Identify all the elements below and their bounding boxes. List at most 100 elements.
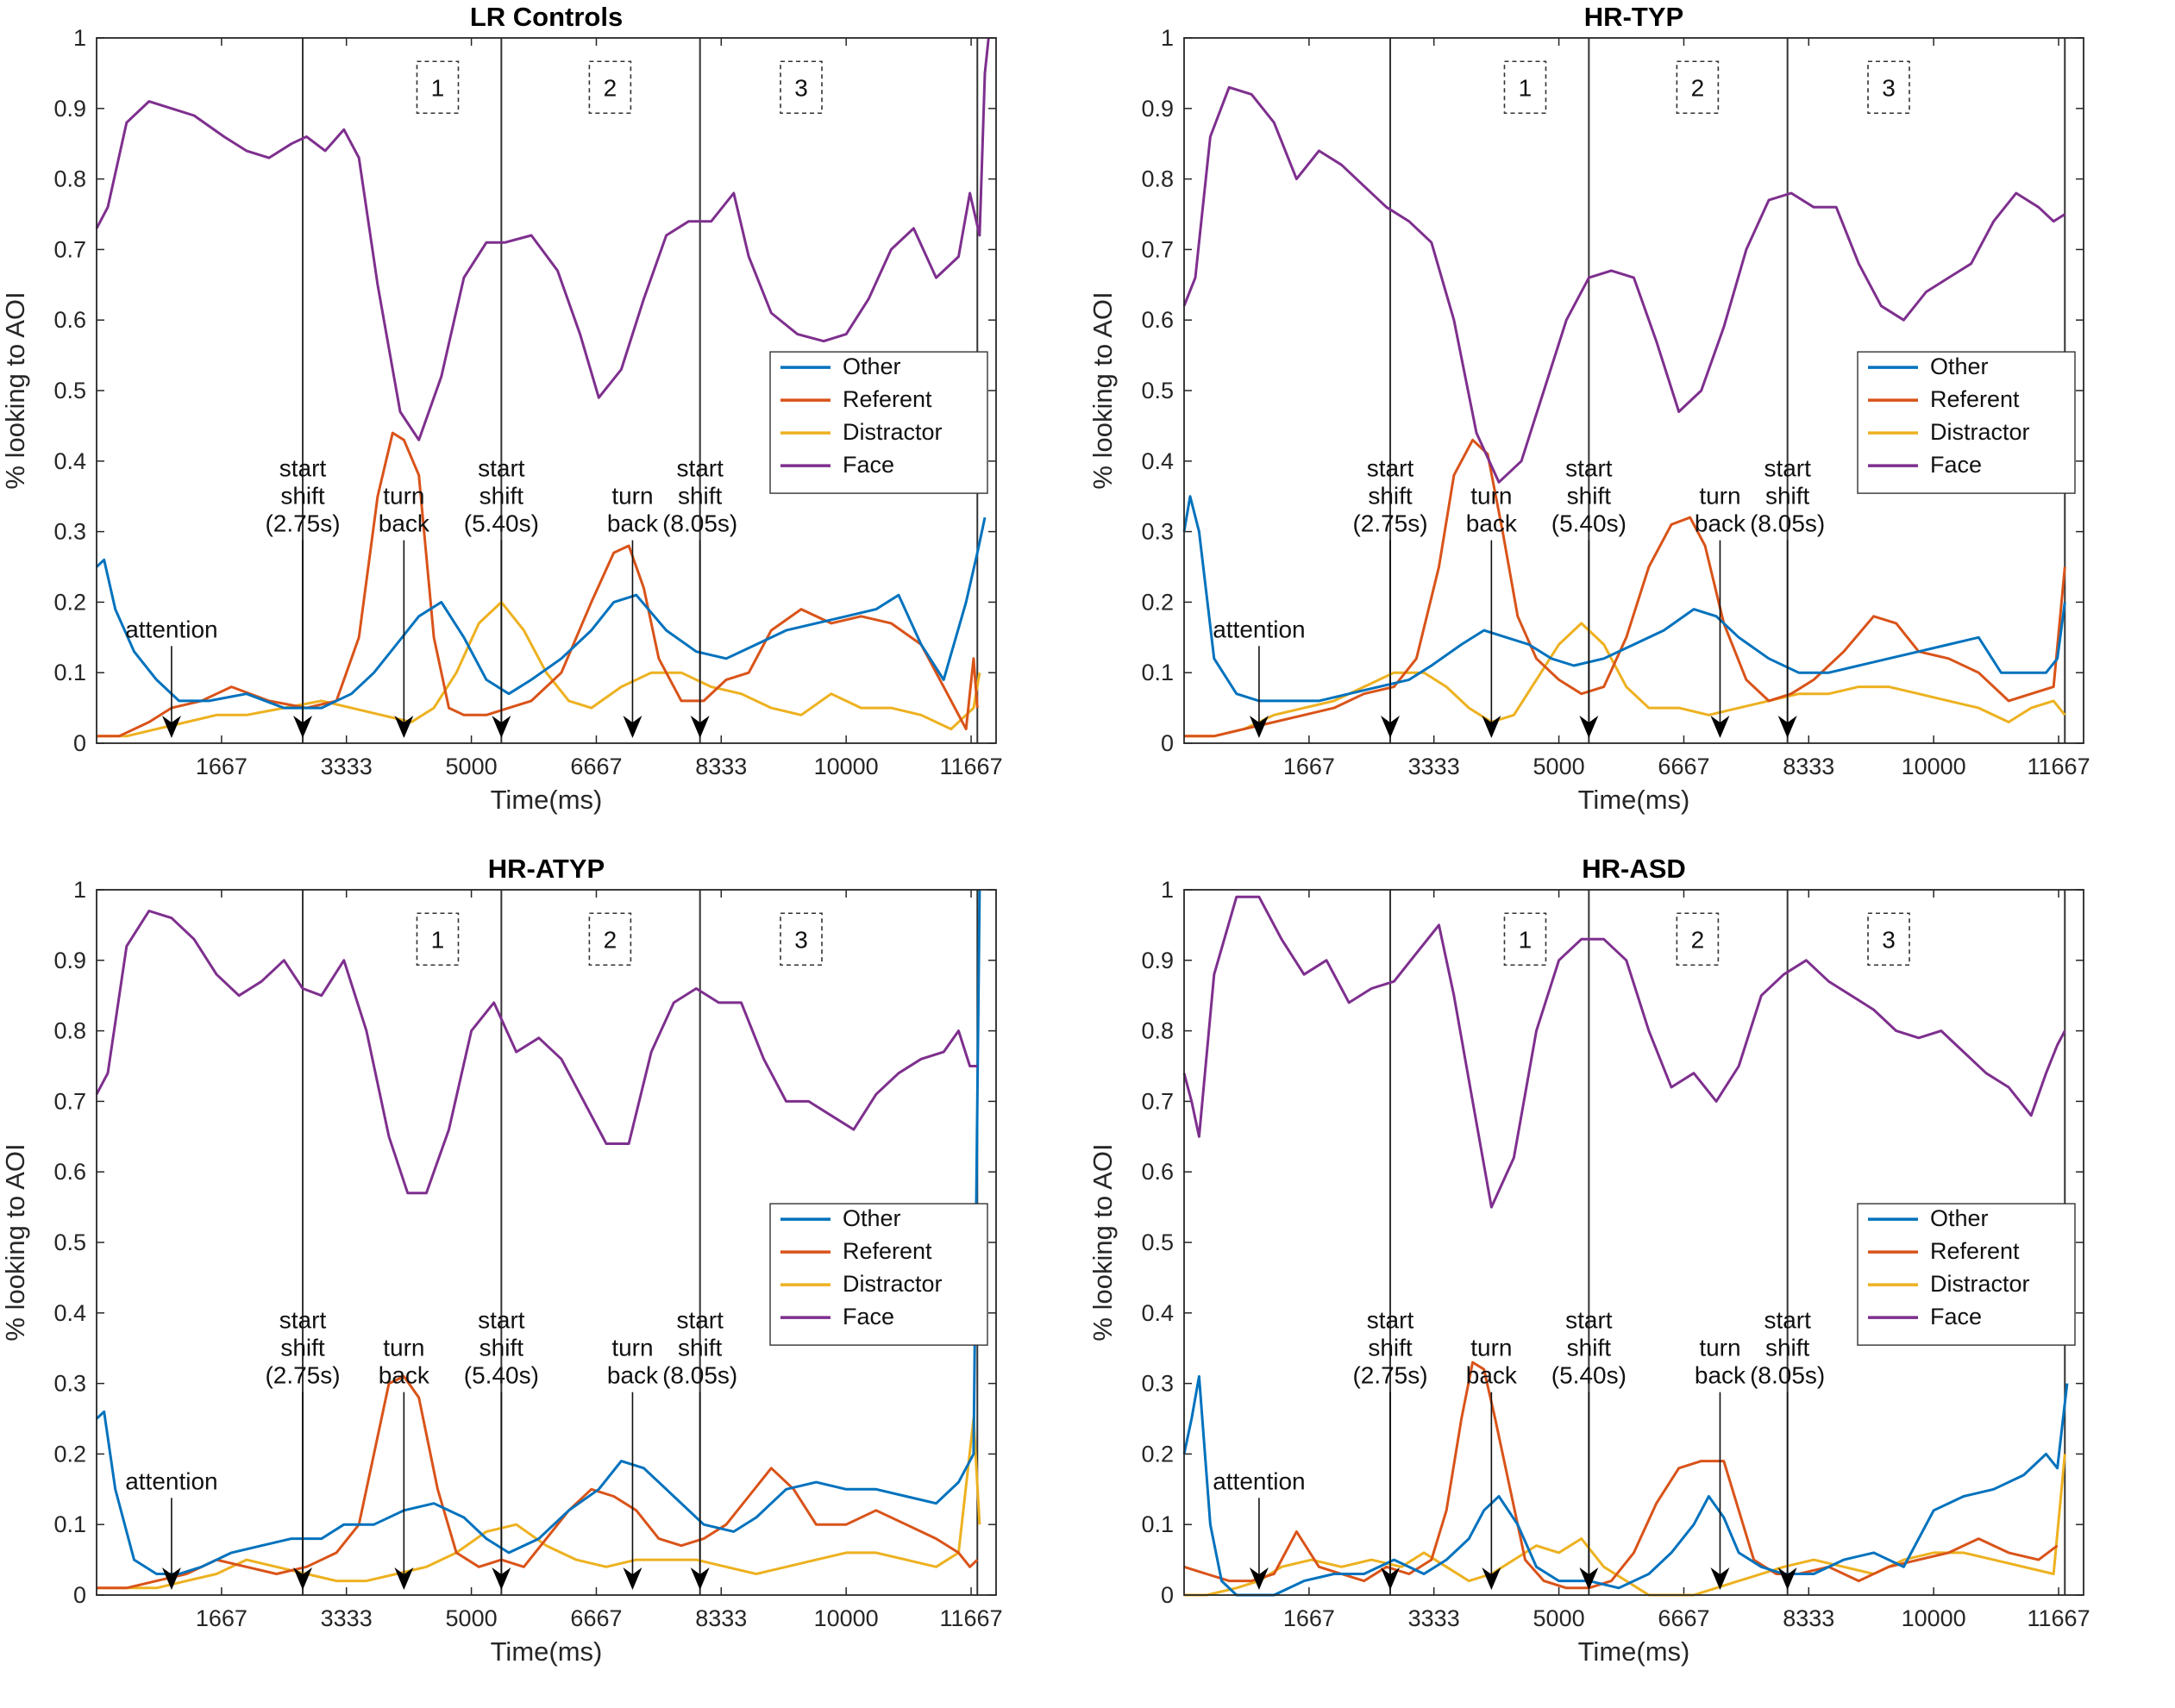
- annotation-label: start: [1367, 455, 1414, 482]
- y-tick-label: 0.5: [53, 1229, 86, 1255]
- annotation-label: turn: [1470, 1335, 1512, 1361]
- segment-label: 3: [794, 74, 808, 101]
- annotation-label: (8.05s): [1750, 510, 1825, 537]
- annotation-label: shift: [678, 1335, 723, 1361]
- annotation-label: (2.75s): [1352, 510, 1427, 537]
- annotation-label: start: [1565, 455, 1613, 482]
- annotation-label: back: [379, 510, 430, 537]
- series-line-other: [1182, 495, 2066, 703]
- annotation-label: (8.05s): [1750, 1362, 1825, 1389]
- y-tick-label: 0.8: [53, 1018, 86, 1044]
- annotation-label: attention: [125, 1467, 217, 1494]
- y-tick-label: 1: [1161, 25, 1174, 51]
- annotation-arrow-head: [1381, 716, 1401, 738]
- annotation-arrow-head: [492, 1567, 511, 1590]
- segment-label: 1: [431, 74, 445, 101]
- y-tick-label: 0.4: [53, 448, 86, 474]
- annotation-label: start: [1367, 1307, 1414, 1334]
- annotation-label: turn: [1699, 1335, 1740, 1361]
- segment-label: 3: [794, 926, 808, 953]
- series-line-face: [95, 910, 978, 1195]
- y-tick-label: 0.8: [1141, 1018, 1174, 1044]
- x-tick-label: 8333: [1783, 1605, 1834, 1631]
- y-tick-label: 0.6: [1141, 307, 1174, 333]
- y-tick-label: 0.3: [53, 1371, 86, 1397]
- annotation-label: shift: [1567, 483, 1612, 510]
- y-tick-label: 0.5: [1141, 378, 1174, 404]
- x-tick-label: 3333: [1408, 754, 1460, 779]
- x-tick-label: 5000: [446, 754, 498, 779]
- legend-label-referent: Referent: [843, 386, 932, 412]
- annotation-label: turn: [1470, 483, 1512, 510]
- annotation-label: shift: [678, 483, 723, 510]
- y-tick-label: 1: [1161, 877, 1174, 903]
- annotation-arrow-head: [1579, 716, 1599, 738]
- legend-label-distractor: Distractor: [1930, 419, 2030, 445]
- annotation-label: turn: [1699, 483, 1740, 510]
- legend-label-other: Other: [843, 1205, 901, 1231]
- series-line-face: [95, 37, 990, 441]
- legend-box: [1857, 351, 2076, 494]
- series-line-referent: [1183, 1361, 2059, 1590]
- annotation-label: (5.40s): [464, 1362, 539, 1389]
- y-tick-label: 0: [73, 1582, 86, 1608]
- legend-label-face: Face: [843, 1304, 894, 1329]
- annotation-label: back: [1695, 1362, 1746, 1389]
- annotation-arrow-head: [293, 716, 313, 738]
- annotation-label: shift: [280, 1335, 325, 1361]
- y-tick-label: 0.6: [53, 307, 86, 333]
- plot-frame: [96, 37, 997, 744]
- legend-label-face: Face: [1930, 452, 1982, 478]
- chart-title: LR Controls: [470, 2, 623, 32]
- annotation-arrow-head: [1482, 1567, 1501, 1590]
- legend-label-other: Other: [843, 353, 901, 379]
- annotation-label: (5.40s): [464, 510, 539, 537]
- annotation-label: (2.75s): [265, 510, 340, 537]
- legend-label-referent: Referent: [843, 1238, 932, 1264]
- legend-label-face: Face: [843, 452, 894, 478]
- annotation-arrow-head: [1381, 1567, 1401, 1590]
- segment-label: 1: [1519, 74, 1533, 101]
- y-axis-label: % looking to AOI: [0, 1143, 30, 1341]
- annotation-label: attention: [1213, 616, 1305, 642]
- series-line-other: [95, 516, 987, 710]
- segment-label: 2: [604, 74, 617, 101]
- annotation-label: back: [1466, 510, 1518, 537]
- x-tick-label: 5000: [446, 1605, 498, 1631]
- chart-panel-hr-atyp: HR-ATYP 0 0.1 0.2 0.3 0.4 0.5 0.6 0.7 0.8 0.9 1 1667…: [0, 852, 1088, 1703]
- y-tick-label: 0.3: [1141, 519, 1174, 545]
- x-axis-label: Time(ms): [1578, 1636, 1690, 1667]
- annotation-label: start: [1764, 1307, 1811, 1334]
- y-tick-label: 0.2: [1141, 1441, 1174, 1467]
- x-tick-label: 8333: [695, 1605, 747, 1631]
- x-tick-label: 6667: [1658, 1605, 1709, 1631]
- annotation-arrow-head: [1482, 716, 1501, 738]
- y-axis-label: % looking to AOI: [1088, 1143, 1118, 1341]
- annotation-label: start: [478, 1307, 525, 1334]
- x-tick-label: 6667: [1658, 754, 1709, 779]
- series-line-face: [1182, 85, 2066, 484]
- annotation-arrow-head: [1249, 1567, 1269, 1590]
- annotation-label: attention: [125, 616, 217, 642]
- legend-label-distractor: Distractor: [843, 419, 943, 445]
- legend-box: [769, 351, 988, 494]
- annotation-label: shift: [1765, 1335, 1810, 1361]
- y-tick-label: 0.5: [53, 378, 86, 404]
- plot-frame: [96, 889, 997, 1596]
- x-tick-label: 1667: [196, 1605, 248, 1631]
- annotation-label: turn: [383, 1335, 424, 1361]
- annotation-arrow-head: [690, 716, 710, 738]
- chart-svg: HR-ATYP00.10.20.30.40.50.60.70.80.911667…: [0, 854, 1003, 1667]
- annotation-arrow-head: [161, 716, 181, 738]
- annotation-label: (2.75s): [1352, 1362, 1427, 1389]
- y-tick-label: 0.9: [1141, 96, 1174, 122]
- x-tick-label: 8333: [1783, 754, 1834, 779]
- y-tick-label: 0.9: [53, 96, 86, 122]
- annotation-arrow-head: [1777, 1567, 1797, 1590]
- x-tick-label: 3333: [1408, 1605, 1460, 1631]
- x-tick-label: 5000: [1533, 754, 1585, 779]
- legend-label-other: Other: [1930, 353, 1989, 379]
- annotation-label: shift: [480, 1335, 524, 1361]
- y-tick-label: 0.3: [1141, 1371, 1174, 1397]
